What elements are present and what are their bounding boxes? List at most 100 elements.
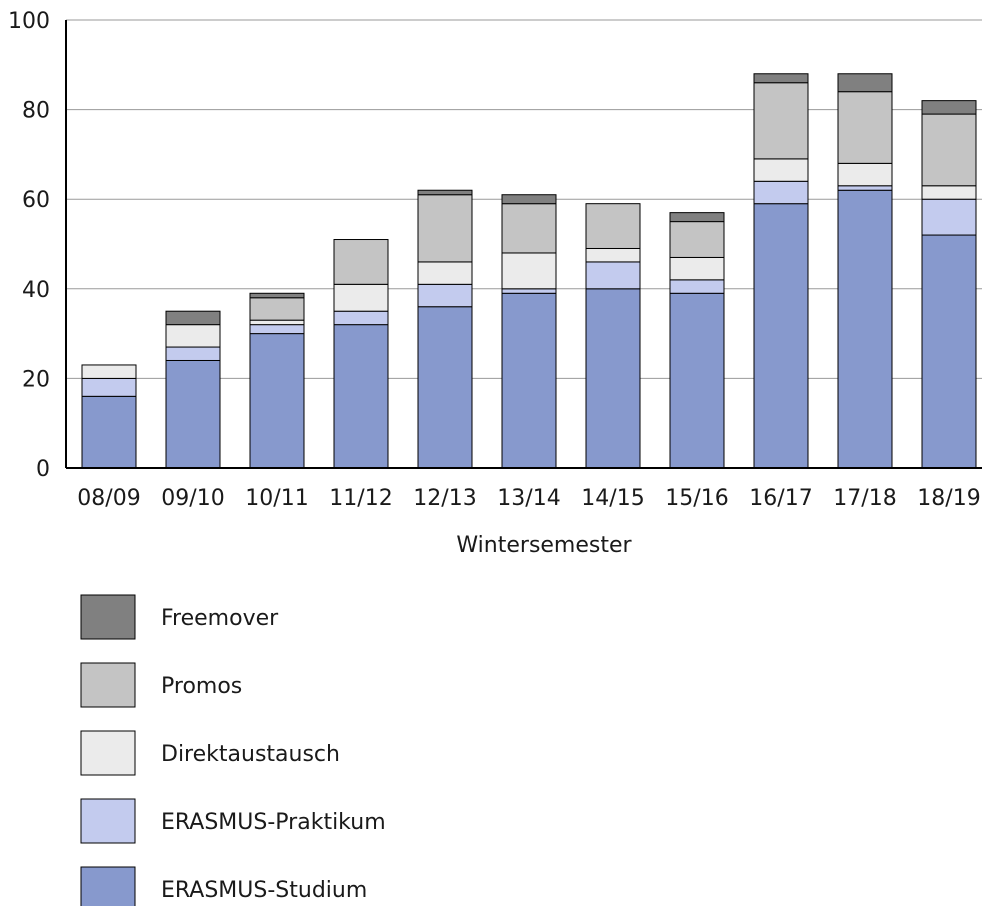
y-tick-labels: 0 20 40 60 80 100: [8, 9, 50, 482]
bar-segment-direktaustausch: [165, 324, 221, 348]
bar-segment-freemover: [165, 310, 221, 326]
bar-segment-promos: [585, 203, 641, 249]
y-tick-label: 20: [22, 367, 50, 392]
bar-segment-promos: [333, 239, 389, 285]
x-tick-labels: 08/09 09/10 10/11 11/12 12/13 13/14 14/15 15/16…: [77, 486, 980, 511]
axes: [65, 20, 982, 469]
bar-segment-promos: [417, 194, 473, 263]
bar-stack-16-17: [753, 73, 809, 469]
legend: Freemover Promos Direktaustausch ERASMUS-Pr…: [80, 594, 386, 906]
x-tick-label: 15/16: [665, 486, 728, 511]
y-tick-label: 0: [36, 457, 50, 482]
bar-segment-erasmus-praktikum: [165, 346, 221, 361]
bar-segment-erasmus-praktikum: [249, 324, 305, 335]
legend-swatch: [80, 594, 136, 640]
bar-segment-erasmus-studium: [165, 359, 221, 469]
bar-stack-10-11: [249, 292, 305, 469]
legend-swatch: [80, 730, 136, 776]
bar-segment-erasmus-studium: [753, 203, 809, 469]
bar-segment-erasmus-studium: [669, 292, 725, 469]
bar-segment-erasmus-praktikum: [333, 310, 389, 326]
legend-item: ERASMUS-Studium: [80, 866, 367, 906]
bar-segment-erasmus-praktikum: [921, 198, 977, 236]
bar-segment-promos: [669, 221, 725, 258]
bar-segment-direktaustausch: [669, 256, 725, 281]
legend-label: ERASMUS-Praktikum: [161, 810, 386, 835]
x-tick-label: 13/14: [497, 486, 560, 511]
bar-segment-erasmus-studium: [81, 395, 137, 469]
bar-segment-erasmus-praktikum: [585, 261, 641, 290]
bar-stack-17-18: [837, 73, 893, 469]
x-tick-label: 12/13: [413, 486, 476, 511]
x-tick-label: 09/10: [161, 486, 224, 511]
y-tick-label: 80: [22, 99, 50, 124]
bar-segment-freemover: [837, 73, 893, 93]
bar-segment-erasmus-studium: [417, 306, 473, 469]
legend-label: Promos: [161, 674, 242, 699]
legend-swatch: [80, 866, 136, 906]
bar-stack-11-12: [333, 239, 389, 469]
legend-item: Promos: [80, 662, 242, 708]
bar-segment-direktaustausch: [753, 158, 809, 182]
bar-segment-freemover: [249, 292, 305, 299]
bar-segment-erasmus-studium: [585, 288, 641, 469]
legend-label: ERASMUS-Studium: [161, 878, 367, 903]
y-tick-label: 40: [22, 278, 50, 303]
bar-segment-freemover: [753, 73, 809, 84]
legend-swatch: [80, 662, 136, 708]
bar-segment-direktaustausch: [249, 319, 305, 326]
legend-swatch: [80, 798, 136, 844]
bar-segment-erasmus-praktikum: [669, 279, 725, 294]
bar-segment-erasmus-praktikum: [837, 185, 893, 191]
x-tick-label: 17/18: [833, 486, 896, 511]
x-axis-title: Wintersemester: [456, 533, 632, 558]
bar-stack-14-15: [585, 203, 641, 469]
bar-segment-promos: [921, 113, 977, 187]
bar-stack-13-14: [501, 194, 557, 469]
bar-segment-direktaustausch: [81, 364, 137, 379]
bar-stack-18-19: [921, 100, 977, 469]
x-tick-label: 14/15: [581, 486, 644, 511]
bar-segment-direktaustausch: [333, 283, 389, 312]
bar-stack-09-10: [165, 310, 221, 469]
bar-stack-12-13: [417, 189, 473, 469]
bar-segment-promos: [501, 203, 557, 254]
bar-segment-freemover: [501, 194, 557, 205]
bar-segment-erasmus-studium: [249, 333, 305, 469]
bar-segment-promos: [249, 297, 305, 321]
legend-item: ERASMUS-Praktikum: [80, 798, 386, 844]
x-tick-label: 11/12: [329, 486, 392, 511]
bar-segment-promos: [837, 91, 893, 164]
bar-segment-erasmus-praktikum: [501, 288, 557, 294]
x-tick-label: 10/11: [245, 486, 308, 511]
x-tick-label: 18/19: [917, 486, 980, 511]
bars: [81, 73, 977, 469]
bar-segment-erasmus-praktikum: [753, 180, 809, 205]
bar-stack-15-16: [669, 212, 725, 469]
bar-segment-erasmus-studium: [501, 292, 557, 469]
bar-segment-freemover: [669, 212, 725, 223]
y-tick-label: 100: [8, 9, 50, 34]
bar-segment-freemover: [921, 100, 977, 115]
x-tick-label: 16/17: [749, 486, 812, 511]
bar-segment-direktaustausch: [417, 261, 473, 285]
bar-segment-direktaustausch: [585, 247, 641, 263]
bar-segment-erasmus-praktikum: [417, 283, 473, 308]
bar-segment-direktaustausch: [921, 185, 977, 200]
legend-label: Freemover: [161, 606, 279, 631]
bar-segment-promos: [753, 82, 809, 160]
bar-segment-erasmus-studium: [921, 234, 977, 469]
bar-stack-08-09: [81, 364, 137, 469]
legend-label: Direktaustausch: [161, 742, 340, 767]
legend-item: Direktaustausch: [80, 730, 340, 776]
x-tick-label: 08/09: [77, 486, 140, 511]
bar-segment-erasmus-studium: [837, 189, 893, 469]
legend-item: Freemover: [80, 594, 279, 640]
bar-segment-direktaustausch: [501, 252, 557, 290]
bar-segment-freemover: [417, 189, 473, 196]
y-tick-label: 60: [22, 188, 50, 213]
bar-segment-erasmus-studium: [333, 324, 389, 469]
bar-segment-erasmus-praktikum: [81, 377, 137, 397]
bar-segment-direktaustausch: [837, 162, 893, 187]
